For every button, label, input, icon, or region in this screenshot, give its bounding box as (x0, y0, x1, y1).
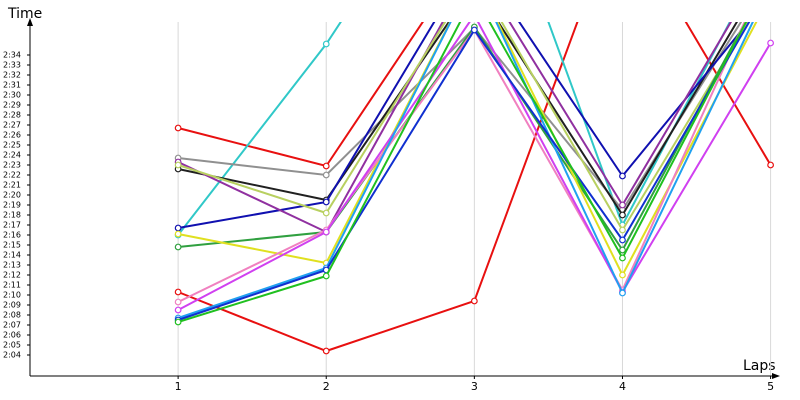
point (619, 201, 626, 209)
plot-area (174, 22, 774, 355)
x-tick-label: 5 (767, 380, 774, 393)
series-line (177, 22, 772, 168)
point (322, 272, 330, 280)
series-line (177, 22, 733, 234)
point (619, 254, 626, 262)
y-tick-label: 2:22 (3, 171, 21, 180)
point (174, 124, 182, 132)
y-tick-label: 2:28 (3, 111, 21, 120)
y-tick-label: 2:10 (3, 291, 21, 300)
point (767, 161, 774, 169)
y-tick-label: 2:26 (3, 131, 21, 140)
y-tick-label: 2:11 (3, 281, 21, 290)
point (322, 209, 330, 217)
series-line (177, 22, 750, 229)
y-tick-label: 2:07 (3, 321, 21, 330)
series-line (177, 22, 750, 232)
point (174, 243, 182, 251)
x-tick-label: 4 (619, 380, 626, 393)
y-tick-label: 2:23 (3, 161, 21, 170)
point (322, 162, 330, 170)
y-tick-label: 2:19 (3, 201, 21, 210)
series-line (177, 22, 754, 319)
y-tick-label: 2:06 (3, 331, 21, 340)
y-tick-label: 2:27 (3, 121, 21, 130)
point (767, 39, 774, 47)
y-tick-label: 2:33 (3, 61, 21, 70)
y-axis-label: Time (7, 6, 42, 22)
y-tick-label: 2:30 (3, 91, 21, 100)
y-tick-label: 2:34 (3, 51, 21, 60)
x-tick-label: 1 (175, 380, 182, 393)
point (174, 288, 182, 296)
y-tick-label: 2:32 (3, 71, 21, 80)
point (619, 246, 626, 254)
y-tick-label: 2:16 (3, 231, 21, 240)
point (174, 298, 182, 306)
point (174, 306, 182, 314)
y-tick-label: 2:15 (3, 241, 21, 250)
x-axis-arrow (772, 373, 780, 379)
point (322, 40, 330, 48)
point (322, 347, 330, 355)
x-tick-label: 2 (323, 380, 330, 393)
point (322, 171, 330, 179)
y-tick-label: 2:20 (3, 191, 21, 200)
point (470, 297, 478, 305)
y-tick-label: 2:18 (3, 211, 21, 220)
y-tick-label: 2:29 (3, 101, 21, 110)
point (619, 226, 626, 234)
y-tick-label: 2:13 (3, 261, 21, 270)
series-line (177, 22, 772, 311)
y-tick-label: 2:12 (3, 271, 21, 280)
y-tick-label: 2:08 (3, 311, 21, 320)
y-tick-label: 2:05 (3, 341, 21, 350)
grid (177, 22, 772, 376)
y-tick-label: 2:24 (3, 151, 21, 160)
y-tick-label: 2:21 (3, 181, 21, 190)
point (174, 224, 182, 232)
point (619, 211, 626, 219)
y-tick-label: 2:04 (3, 351, 21, 360)
x-tick-label: 3 (471, 380, 478, 393)
y-tick-label: 2:09 (3, 301, 21, 310)
point (322, 198, 330, 206)
y-tick-label: 2:17 (3, 221, 21, 230)
point (174, 318, 182, 326)
y-tick-label: 2:14 (3, 251, 21, 260)
point (470, 26, 478, 34)
point (619, 271, 626, 279)
point (619, 172, 626, 180)
point (322, 228, 330, 236)
series-line (177, 22, 738, 217)
point (174, 230, 182, 238)
y-tick-label: 2:31 (3, 81, 21, 90)
point (174, 161, 182, 169)
point (619, 289, 626, 297)
y-axis-arrow (27, 18, 33, 26)
x-axis-label: Laps (743, 358, 776, 374)
y-tick-label: 2:25 (3, 141, 21, 150)
series-line (177, 22, 748, 323)
point (619, 236, 626, 244)
